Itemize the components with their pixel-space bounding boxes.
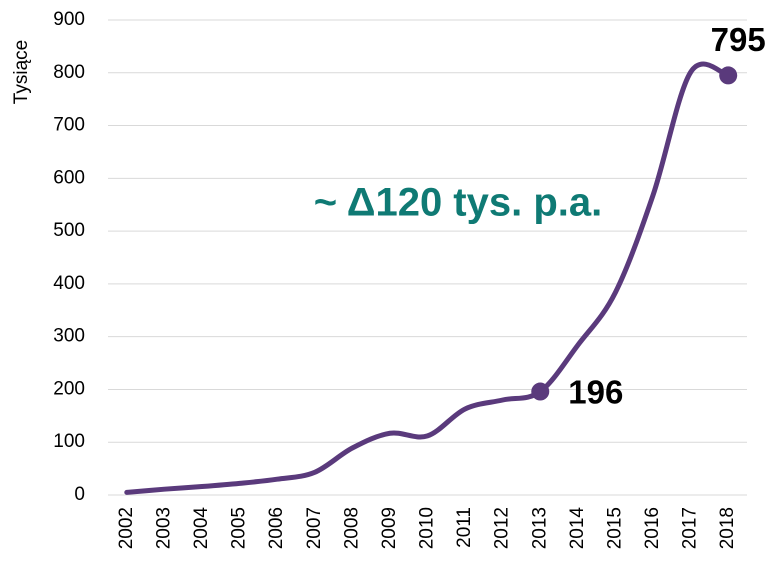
x-tick-label: 2017	[680, 507, 701, 549]
x-tick-label: 2014	[567, 507, 588, 550]
x-tick-label: 2012	[492, 507, 513, 549]
y-tick-label: 400	[53, 273, 85, 294]
y-tick-label: 200	[53, 378, 85, 399]
x-tick-label: 2010	[417, 507, 438, 549]
y-tick-label: 300	[53, 326, 85, 347]
line	[124, 61, 731, 495]
x-tick-label: 2009	[379, 507, 400, 549]
y-tick-label: 0	[74, 484, 85, 505]
x-tick-label: 2005	[229, 507, 250, 549]
x-tick-label: 2008	[341, 507, 362, 549]
y-tick-label: 600	[53, 167, 85, 188]
x-tick-label: 2013	[529, 507, 550, 549]
x-tick-label: 2016	[642, 507, 663, 549]
y-axis-label: Tysiące	[11, 40, 32, 104]
x-tick-label: 2004	[191, 507, 212, 550]
y-tick-label: 700	[53, 115, 85, 136]
data-label: 795	[711, 21, 766, 58]
y-tick-label: 500	[53, 220, 85, 241]
x-tick-label: 2003	[153, 507, 174, 549]
y-tick-label: 900	[53, 9, 85, 30]
x-tick-label: 2018	[717, 507, 738, 549]
data-label: 196	[568, 373, 623, 410]
x-tick-label: 2007	[304, 507, 325, 549]
x-tick-label: 2002	[116, 507, 137, 549]
x-tick-label: 2011	[454, 507, 475, 548]
annotation: ~ Δ120 tys. p.a.	[314, 181, 603, 225]
x-tick-label: 2015	[604, 507, 625, 549]
y-tick-label: 100	[53, 431, 85, 452]
x-tick-label: 2006	[266, 507, 287, 549]
point-marker	[719, 66, 738, 85]
point-marker	[531, 382, 550, 401]
y-tick-label: 800	[53, 62, 85, 83]
